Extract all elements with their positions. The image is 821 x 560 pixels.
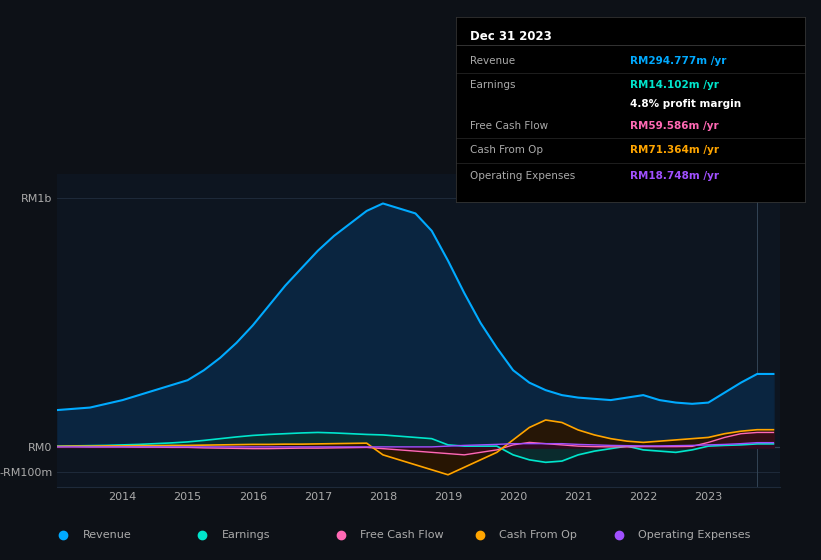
Text: Earnings: Earnings (470, 80, 515, 90)
Text: Operating Expenses: Operating Expenses (470, 171, 575, 181)
Text: RM18.748m /yr: RM18.748m /yr (631, 171, 719, 181)
Text: Free Cash Flow: Free Cash Flow (470, 121, 548, 131)
Text: Earnings: Earnings (222, 530, 270, 540)
Text: Operating Expenses: Operating Expenses (638, 530, 750, 540)
Text: Dec 31 2023: Dec 31 2023 (470, 30, 552, 43)
Text: Cash From Op: Cash From Op (470, 145, 543, 155)
Text: 4.8% profit margin: 4.8% profit margin (631, 99, 741, 109)
Text: RM71.364m /yr: RM71.364m /yr (631, 145, 719, 155)
Text: RM294.777m /yr: RM294.777m /yr (631, 56, 727, 66)
Text: Revenue: Revenue (470, 56, 515, 66)
Text: RM59.586m /yr: RM59.586m /yr (631, 121, 718, 131)
Text: RM14.102m /yr: RM14.102m /yr (631, 80, 719, 90)
Text: Revenue: Revenue (83, 530, 131, 540)
Text: Cash From Op: Cash From Op (499, 530, 577, 540)
Text: Free Cash Flow: Free Cash Flow (360, 530, 444, 540)
